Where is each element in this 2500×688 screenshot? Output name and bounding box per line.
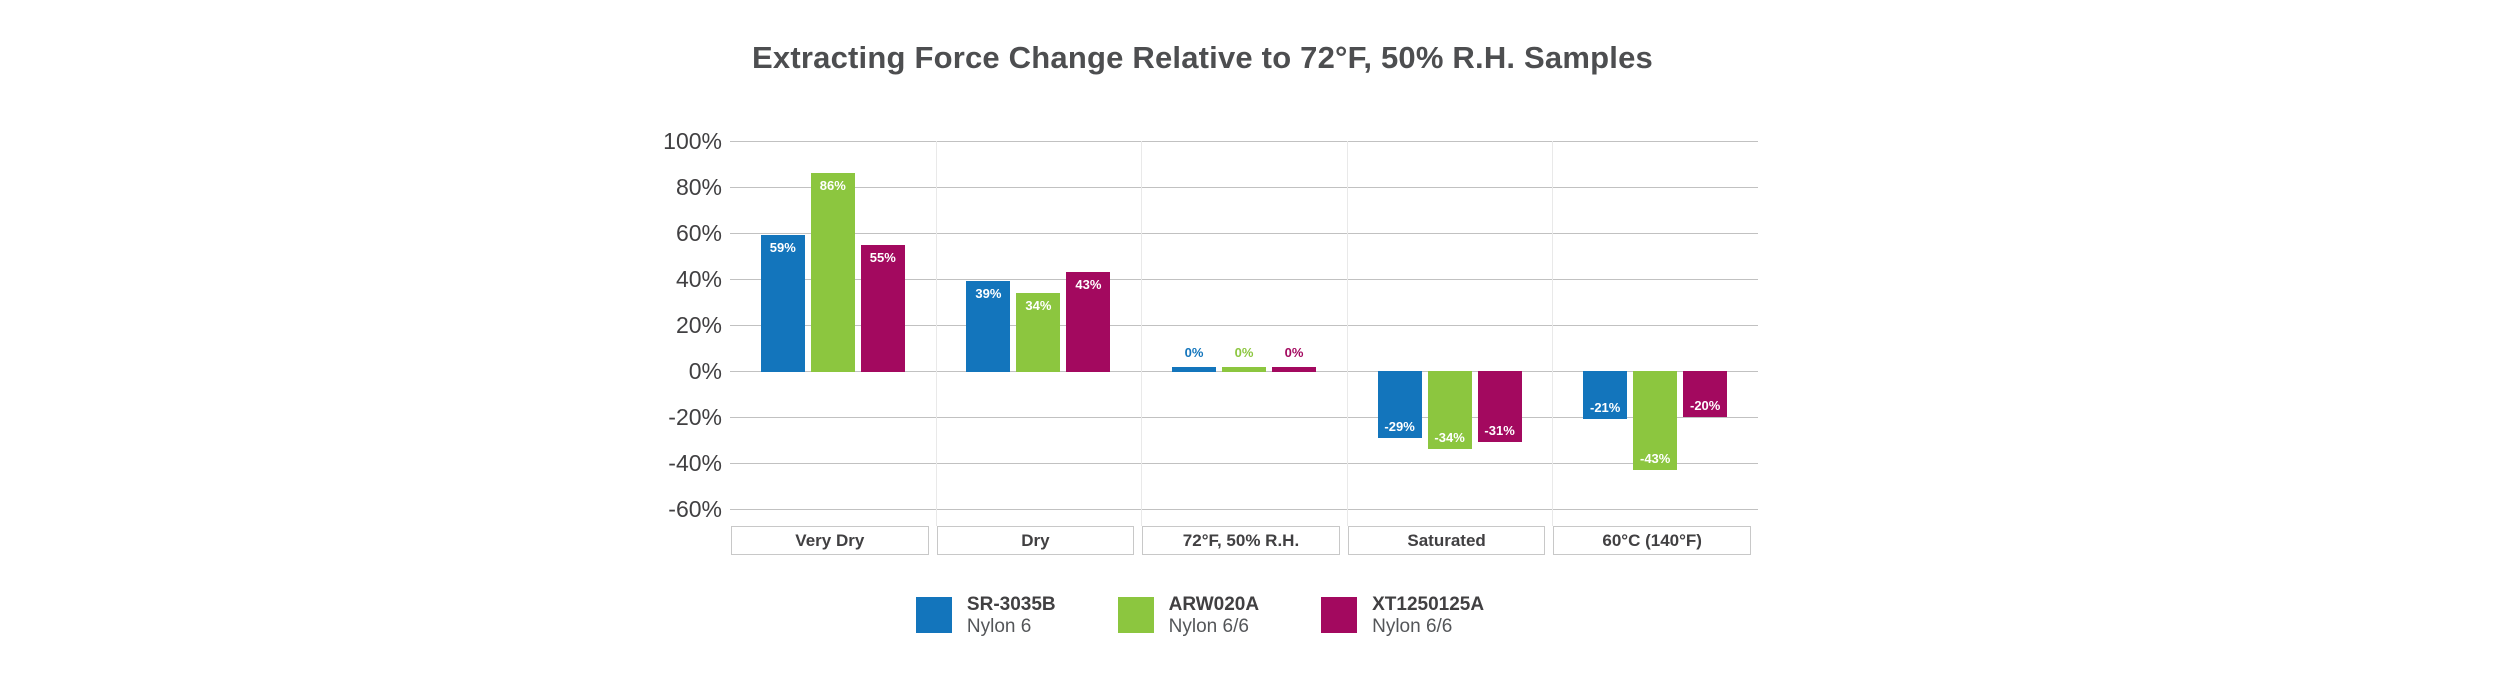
category-label-box: 72°F, 50% R.H. bbox=[1142, 526, 1340, 555]
bar-value-label: -43% bbox=[1640, 450, 1671, 466]
gridline bbox=[730, 187, 1758, 188]
y-axis-tick-label: -40% bbox=[668, 450, 722, 476]
legend-series-material: Nylon 6 bbox=[966, 616, 1032, 637]
gridline bbox=[730, 509, 1758, 510]
bar-ARW020A bbox=[1016, 292, 1061, 372]
legend-swatch-icon bbox=[1321, 597, 1358, 633]
y-axis-tick-label: -60% bbox=[668, 496, 722, 522]
category-label-box: Saturated bbox=[1347, 526, 1546, 555]
legend-text: ARW020A Nylon 6/6 bbox=[1169, 594, 1259, 638]
bar-value-label: 0% bbox=[1184, 345, 1204, 360]
y-axis-tick-label: 0% bbox=[688, 358, 722, 384]
bar-SR-3035B bbox=[1172, 367, 1216, 372]
legend-text: XT1250125A Nylon 6/6 bbox=[1372, 594, 1484, 638]
bar-value-label: -20% bbox=[1690, 398, 1721, 413]
gridline bbox=[730, 463, 1758, 464]
legend-swatch-icon bbox=[915, 597, 952, 633]
legend-series-name: XT1250125A bbox=[1372, 594, 1485, 615]
legend-series-material: Nylon 6/6 bbox=[1372, 616, 1453, 637]
legend-item-SR-3035B: SR-3035B Nylon 6 bbox=[915, 594, 1056, 638]
y-axis-tick-label: 80% bbox=[675, 174, 722, 200]
panel-separator-line bbox=[935, 141, 937, 526]
y-axis-tick-label: 40% bbox=[675, 266, 722, 292]
bar-value-label: -34% bbox=[1434, 430, 1465, 446]
bar-ARW020A bbox=[1633, 371, 1678, 470]
bar-value-label: 59% bbox=[769, 240, 796, 256]
bar-value-label: 86% bbox=[819, 178, 846, 194]
bar-value-label: -31% bbox=[1484, 423, 1515, 439]
bar-value-label: 34% bbox=[1025, 297, 1052, 313]
legend-item-XT1250125A: XT1250125A Nylon 6/6 bbox=[1321, 594, 1484, 638]
bar-SR-3035B bbox=[760, 235, 805, 372]
legend-text: SR-3035B Nylon 6 bbox=[967, 594, 1056, 638]
gridline bbox=[730, 325, 1758, 326]
bar-ARW020A bbox=[1222, 367, 1266, 372]
bar-SR-3035B bbox=[1583, 371, 1628, 420]
category-label-box: Very Dry bbox=[731, 526, 929, 555]
bar-value-label: 55% bbox=[869, 249, 896, 265]
bar-XT1250125A bbox=[1066, 272, 1111, 372]
bar-XT1250125A bbox=[1683, 371, 1728, 417]
legend-series-name: SR-3035B bbox=[966, 594, 1056, 615]
bar-SR-3035B bbox=[966, 281, 1011, 372]
bar-XT1250125A bbox=[860, 244, 905, 372]
category-label-box: Dry bbox=[936, 526, 1135, 555]
bar-value-label: -29% bbox=[1384, 418, 1415, 434]
bar-SR-3035B bbox=[1377, 371, 1422, 438]
category-label-box: 60°C (140°F) bbox=[1553, 526, 1751, 555]
legend-swatch-icon bbox=[1117, 597, 1154, 633]
bar-ARW020A bbox=[810, 173, 855, 372]
panel-separator-line bbox=[1141, 141, 1143, 526]
gridline bbox=[730, 141, 1758, 142]
gridline bbox=[730, 233, 1758, 234]
legend-series-material: Nylon 6/6 bbox=[1168, 616, 1249, 637]
gridline bbox=[730, 417, 1758, 418]
chart-legend: SR-3035B Nylon 6 ARW020A Nylon 6/6 XT1250125… bbox=[640, 594, 1760, 638]
y-axis-tick-label: -20% bbox=[668, 404, 722, 430]
bar-XT1250125A bbox=[1272, 367, 1316, 372]
panel-separator-line bbox=[1552, 141, 1554, 526]
gridline bbox=[730, 279, 1758, 280]
legend-item-ARW020A: ARW020A Nylon 6/6 bbox=[1117, 594, 1259, 638]
panel-separator-line bbox=[1346, 141, 1348, 526]
y-axis-tick-label: 20% bbox=[675, 312, 722, 338]
bar-value-label: -21% bbox=[1590, 400, 1621, 416]
bar-value-label: 0% bbox=[1284, 345, 1304, 360]
y-axis-tick-label: 100% bbox=[663, 128, 722, 154]
bar-value-label: 43% bbox=[1075, 277, 1102, 293]
bar-ARW020A bbox=[1427, 371, 1472, 450]
legend-series-name: ARW020A bbox=[1168, 594, 1260, 615]
chart-title: Extracting Force Change Relative to 72°F… bbox=[752, 40, 1653, 75]
bar-XT1250125A bbox=[1477, 371, 1522, 443]
y-axis-tick-label: 60% bbox=[675, 220, 722, 246]
bar-value-label: 39% bbox=[975, 286, 1002, 302]
bar-value-label: 0% bbox=[1234, 345, 1254, 360]
